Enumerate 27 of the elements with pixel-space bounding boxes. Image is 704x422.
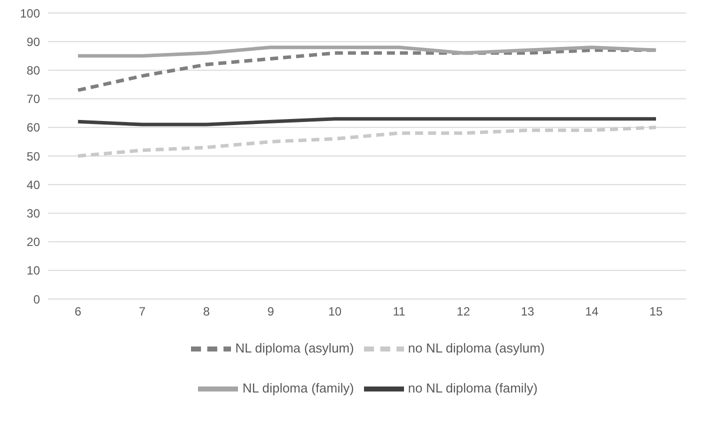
legend-label: no NL diploma (family) [408, 380, 538, 396]
x-tick-label: 8 [203, 304, 210, 319]
y-tick-label: 90 [26, 34, 40, 49]
y-tick-label: 70 [26, 92, 40, 106]
x-tick-label: 11 [392, 304, 406, 319]
x-tick-label: 14 [585, 304, 599, 319]
y-tick-label: 50 [26, 149, 40, 164]
x-tick-label: 15 [649, 304, 663, 319]
x-tick-label: 13 [520, 304, 535, 319]
y-tick-label: 10 [26, 264, 40, 278]
y-tick-label: 30 [26, 206, 40, 220]
x-tick-label: 10 [328, 304, 342, 319]
legend-label: NL diploma (family) [242, 380, 354, 396]
legend-label: no NL diploma (asylum) [408, 340, 545, 356]
y-tick-label: 40 [26, 178, 40, 192]
y-tick-label: 20 [26, 235, 40, 250]
x-tick-label: 9 [267, 304, 274, 319]
y-tick-label: 100 [20, 6, 40, 20]
line-series [76, 126, 658, 158]
line-series [76, 46, 658, 58]
x-tick-label: 12 [456, 304, 470, 319]
y-tick-label: 80 [26, 63, 40, 78]
y-tick-label: 60 [26, 120, 40, 135]
y-tick-label: 0 [33, 292, 40, 306]
legend-label: NL diploma (asylum) [235, 340, 354, 356]
x-tick-label: 6 [74, 304, 82, 319]
x-tick-label: 7 [138, 304, 146, 319]
